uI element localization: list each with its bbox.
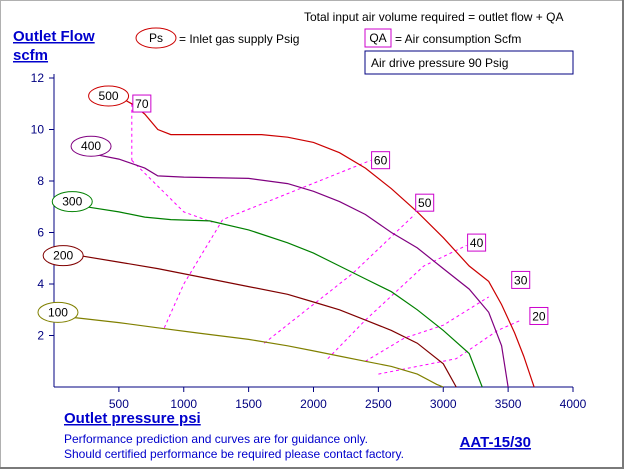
x-ticks: 500 1000 1500 2000 2500 3000 3500 4000 [109,387,587,411]
ps-label: 300 [62,195,82,209]
y-tick-label: 10 [31,123,45,137]
y-tick-label: 12 [31,71,45,85]
legend-ps-ellipse [135,27,177,49]
drive-pressure-box [364,50,574,75]
qa-box-label: 50 [418,196,432,210]
y-ticks: 2 4 6 8 10 12 [31,71,54,343]
legend-qa-symbol: QA [369,31,386,45]
qa-box [511,270,531,289]
qa-box [132,94,152,113]
series-line [86,206,483,388]
qa-box-label: 40 [470,236,484,250]
x-tick-label: 4000 [560,397,587,411]
qa-box-label: 30 [514,273,528,287]
x-tick-label: 3000 [430,397,457,411]
x-tick-label: 2500 [365,397,392,411]
qa-line [378,319,522,375]
qa-box [371,151,391,170]
ps-ellipse [70,135,112,157]
qa-boxes: 70 60 50 40 30 20 [132,94,549,325]
drive-pressure-text: Air drive pressure 90 Psig [371,56,508,70]
legend-ps: Ps = Inlet gas supply Psig [135,27,299,49]
qa-lines [131,103,522,375]
ps-ellipse [42,245,84,267]
qa-box [529,306,549,325]
qa-box-label: 20 [532,309,546,323]
x-tick-label: 500 [109,397,129,411]
legend-qa-box [364,28,392,48]
series-line [99,154,509,388]
x-axis-label: Outlet pressure psi [64,410,201,427]
legend-ps-text: = Inlet gas supply Psig [179,32,299,46]
ps-label: 400 [81,139,101,153]
x-tick-label: 2000 [300,397,327,411]
ps-ellipse [37,301,79,323]
y-axis-label: Outlet Flow [13,28,95,45]
y-tick-label: 4 [37,277,44,291]
ps-ellipse [88,85,130,107]
series-lines [73,95,535,388]
y-tick-label: 2 [37,329,44,343]
ps-label: 500 [99,89,119,103]
series-line [117,95,535,388]
chart-title: Total input air volume required = outlet… [304,10,563,24]
qa-line [327,244,467,360]
y-axis-unit: scfm [13,47,48,64]
ps-ellipse [51,191,93,213]
legend-ps-symbol: Ps [149,31,163,45]
qa-box [467,233,487,252]
ps-labels: 500 400 300 200 100 [37,85,130,323]
ps-label: 200 [53,249,73,263]
y-tick-label: 6 [37,226,44,240]
model-label: AAT-15/30 [460,434,531,451]
qa-line [263,214,416,344]
qa-box-label: 70 [135,97,149,111]
series-line [79,255,457,388]
qa-line [131,160,213,223]
footer-note-line1: Performance prediction and curves are fo… [64,432,368,446]
legend-qa-text: = Air consumption Scfm [395,32,521,46]
legend-qa: QA = Air consumption Scfm [364,28,521,48]
x-tick-label: 3500 [495,397,522,411]
y-tick-label: 8 [37,174,44,188]
axes [53,74,573,388]
x-tick-label: 1500 [235,397,262,411]
legend-drive-pressure: Air drive pressure 90 Psig [364,50,574,75]
qa-line [163,159,371,329]
qa-box [415,193,435,212]
footer-note-line2: Should certified performance be required… [64,447,404,461]
ps-label: 100 [48,305,68,319]
qa-box-label: 60 [374,154,388,168]
series-line [73,316,444,388]
x-tick-label: 1000 [170,397,197,411]
